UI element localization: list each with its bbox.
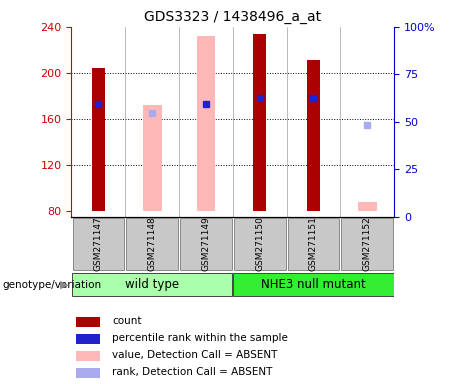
FancyBboxPatch shape [288,218,339,270]
Text: value, Detection Call = ABSENT: value, Detection Call = ABSENT [112,350,278,360]
Text: GSM271149: GSM271149 [201,217,210,271]
Text: rank, Detection Call = ABSENT: rank, Detection Call = ABSENT [112,367,272,377]
FancyBboxPatch shape [72,218,124,270]
Text: GSM271147: GSM271147 [94,217,103,271]
Text: genotype/variation: genotype/variation [2,280,101,290]
Text: NHE3 null mutant: NHE3 null mutant [261,278,366,291]
FancyBboxPatch shape [234,218,285,270]
Bar [143,105,161,211]
FancyBboxPatch shape [126,218,178,270]
Title: GDS3323 / 1438496_a_at: GDS3323 / 1438496_a_at [144,10,321,25]
FancyBboxPatch shape [342,218,393,270]
Text: GSM271150: GSM271150 [255,217,264,271]
Text: GSM271151: GSM271151 [309,217,318,271]
Text: GSM271148: GSM271148 [148,217,157,271]
Bar [196,36,215,211]
Text: GSM271152: GSM271152 [363,217,372,271]
FancyBboxPatch shape [180,218,232,270]
Bar [253,34,266,211]
Bar [307,60,320,211]
Bar [92,68,105,211]
Text: wild type: wild type [125,278,179,291]
Bar [77,317,100,327]
Text: percentile rank within the sample: percentile rank within the sample [112,333,288,343]
FancyBboxPatch shape [233,273,394,296]
Bar [77,334,100,344]
Text: count: count [112,316,142,326]
Bar [358,202,377,211]
Text: ▶: ▶ [60,280,68,290]
Bar [77,351,100,361]
Bar [77,368,100,378]
FancyBboxPatch shape [72,273,232,296]
